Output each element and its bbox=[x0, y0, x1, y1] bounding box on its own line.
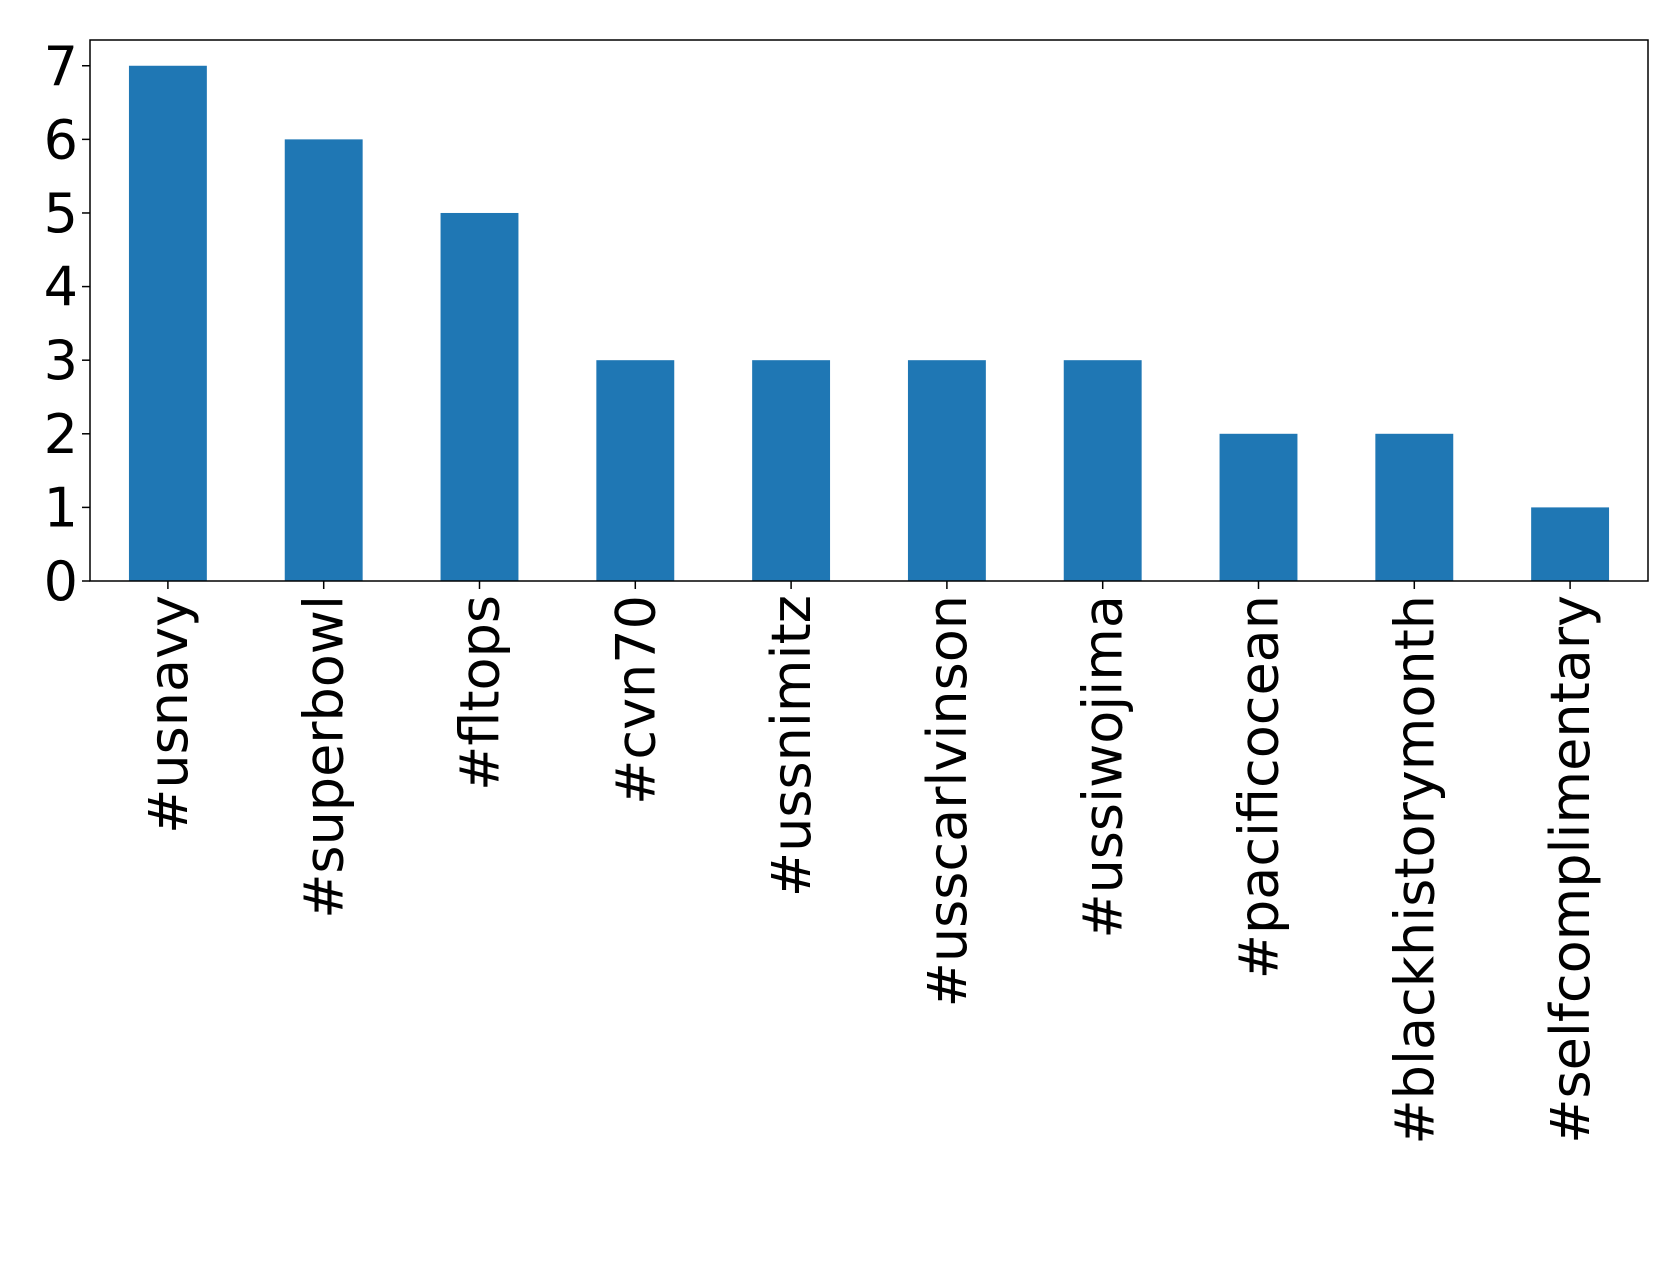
bar bbox=[907, 360, 986, 581]
x-tick-label: #ussnimitz bbox=[760, 595, 823, 897]
x-tick-label: #usscarlvinson bbox=[916, 595, 979, 1007]
plot-frame bbox=[89, 39, 1649, 582]
x-tick-label: #cvn70 bbox=[604, 595, 667, 805]
x-tick-label: #superbowl bbox=[293, 595, 356, 919]
bar bbox=[1219, 433, 1298, 581]
y-tick-label: 0 bbox=[44, 550, 78, 613]
bar bbox=[1531, 507, 1610, 581]
bar bbox=[1063, 360, 1142, 581]
y-tick-label: 1 bbox=[44, 476, 78, 539]
bar bbox=[1375, 433, 1454, 581]
y-tick-label: 7 bbox=[44, 35, 78, 98]
bar bbox=[284, 139, 363, 581]
bar bbox=[440, 212, 519, 582]
bar bbox=[596, 360, 675, 581]
x-tick-label: #blackhistorymonth bbox=[1383, 595, 1446, 1145]
x-tick-label: #ussiwojima bbox=[1072, 595, 1135, 939]
x-tick-label: #usnavy bbox=[137, 595, 200, 834]
bar bbox=[752, 360, 831, 581]
x-tick-label: #selfcomplimentary bbox=[1539, 595, 1602, 1144]
y-tick-label: 6 bbox=[44, 108, 78, 171]
y-tick-label: 5 bbox=[44, 182, 78, 245]
x-tick-label: #pacificocean bbox=[1228, 595, 1291, 979]
y-tick-label: 2 bbox=[44, 403, 78, 466]
y-tick-label: 3 bbox=[44, 329, 78, 392]
x-tick-label: #fltops bbox=[449, 595, 512, 791]
bar bbox=[128, 65, 207, 581]
y-tick-label: 4 bbox=[44, 256, 78, 319]
